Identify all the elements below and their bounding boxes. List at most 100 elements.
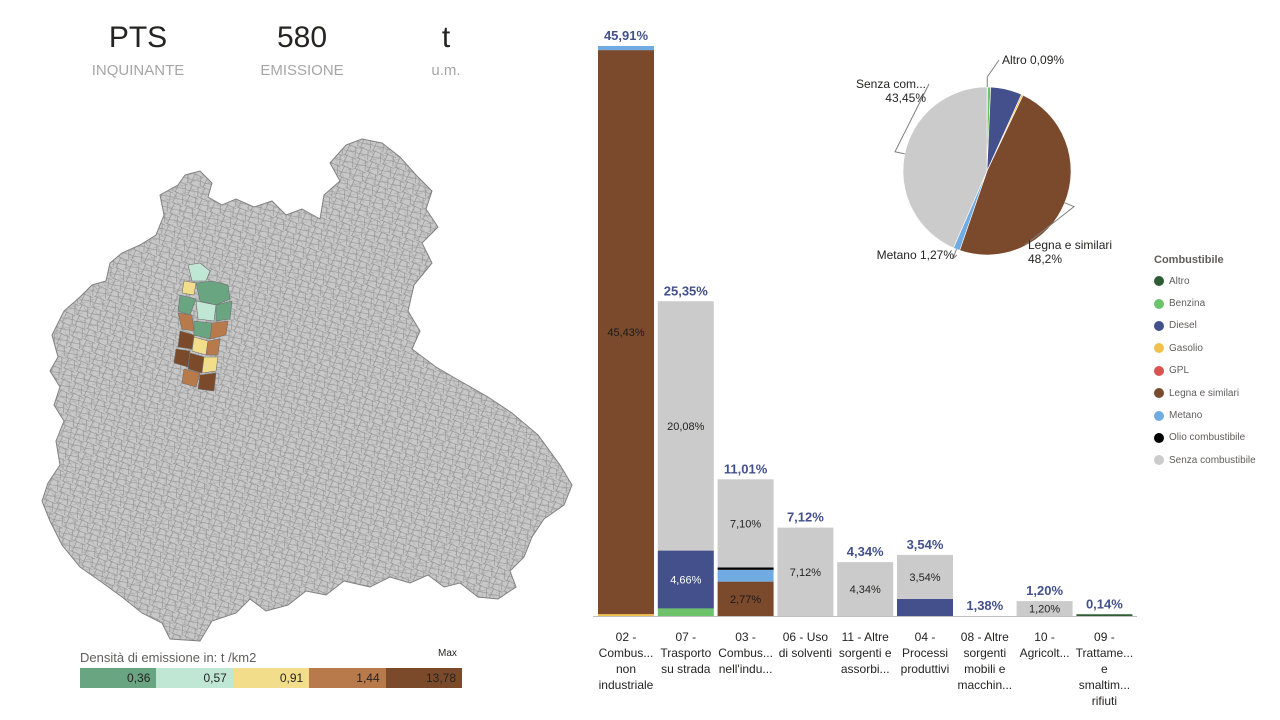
legend-item-benzina[interactable]: Benzina xyxy=(1154,292,1256,314)
bar-segment xyxy=(717,581,774,616)
category-label: non xyxy=(616,662,636,676)
category-label: Combus... xyxy=(718,646,773,660)
legend-item-olio[interactable]: Olio combustibile xyxy=(1154,427,1256,449)
legend-label: Diesel xyxy=(1169,320,1197,332)
legend-item-diesel[interactable]: Diesel xyxy=(1154,315,1256,337)
category-label: Combus... xyxy=(599,646,654,660)
legend-item-senza[interactable]: Senza combustibile xyxy=(1154,449,1256,471)
density-scale: 0,36 0,57 0,91 1,44 13,78 xyxy=(80,668,463,688)
pie-leader-line xyxy=(1024,202,1075,246)
bar-total-label: 4,34% xyxy=(847,544,884,559)
bar-total-label: 3,54% xyxy=(907,537,944,552)
pie-slice-label: 43,45% xyxy=(885,91,926,105)
legend-label: Benzina xyxy=(1169,298,1206,310)
category-label: mobili e xyxy=(964,662,1006,676)
legend-dot xyxy=(1154,410,1164,421)
kpi-inquinante-value: PTS xyxy=(108,21,168,54)
kpi-inquinante: PTS INQUINANTE xyxy=(78,18,198,79)
legend-dot xyxy=(1154,343,1164,354)
category-label: macchin... xyxy=(957,678,1012,692)
bar-segment xyxy=(657,608,714,616)
legend-label: Altro xyxy=(1169,275,1190,287)
bar-segment xyxy=(598,614,654,616)
category-label: 09 - xyxy=(1094,630,1115,644)
highlight-municipalities[interactable] xyxy=(173,262,233,392)
bar-segment-label: 2,77% xyxy=(730,594,761,606)
pie-slice-label: Legna e similari xyxy=(1028,238,1112,252)
bar-total-label: 11,01% xyxy=(724,461,768,476)
kpi-inquinante-label: INQUINANTE xyxy=(91,62,185,79)
bar-segment xyxy=(1016,601,1073,616)
bar-segment xyxy=(598,46,654,51)
bar-segment-label: 20,08% xyxy=(667,421,705,433)
map-svg[interactable] xyxy=(40,135,575,645)
legend-label: Olio combustibile xyxy=(1169,432,1246,444)
bar-segment xyxy=(598,50,654,615)
legend-item-altro[interactable]: Altro xyxy=(1154,270,1256,292)
bar-segment-label: 4,66% xyxy=(670,574,701,586)
category-label: 10 - xyxy=(1034,630,1055,644)
category-label: Processi xyxy=(902,646,948,660)
category-label: 11 - Altre xyxy=(842,630,889,644)
category-label: Agricolt... xyxy=(1020,646,1070,660)
legend-dot xyxy=(1154,455,1164,466)
sector-bar-chart[interactable]: 45,91% 45,43% 02 - Combus... non industriale 2… xyxy=(585,15,1145,720)
category-label: 03 - xyxy=(735,630,756,644)
kpi-unita: t u.m. xyxy=(386,18,506,79)
category-label: di solventi xyxy=(779,646,832,660)
legend-title: Combustibile xyxy=(1154,254,1224,266)
category-label: industriale xyxy=(599,678,654,692)
pie-leader-line xyxy=(952,249,958,259)
category-label: Trattame... xyxy=(1076,646,1134,660)
pie-leader-line xyxy=(894,83,930,155)
category-label: 02 - xyxy=(616,630,637,644)
legend-label: Legna e similari xyxy=(1169,387,1240,399)
pie-slice-label: Senza com... xyxy=(856,77,926,91)
category-label: sorgenti e xyxy=(839,646,892,660)
legend-item-legna[interactable]: Legna e similari xyxy=(1154,382,1256,404)
bar-total-label: 7,12% xyxy=(787,510,824,525)
legend-label: Metano xyxy=(1169,410,1203,422)
lombardia-map[interactable] xyxy=(40,135,575,645)
category-label: nell'indu... xyxy=(719,662,773,676)
bar-segment xyxy=(837,562,894,616)
bar-segment-label: 3,54% xyxy=(909,572,940,584)
category-label: produttivi xyxy=(901,662,950,676)
legend-item-gpl[interactable]: GPL xyxy=(1154,360,1256,382)
pie-slice xyxy=(902,86,988,249)
fuel-legend: Combustibile Altro Benzina Diesel Gasoli… xyxy=(1154,254,1256,472)
density-max-label: Max xyxy=(438,648,457,659)
category-label: 08 - Altre xyxy=(961,630,1009,644)
bar-segment xyxy=(717,569,774,582)
category-label: rifiuti xyxy=(1092,694,1117,708)
category-label: Trasporto xyxy=(660,646,711,660)
bar-segment xyxy=(717,479,774,568)
bar-segment-label: 7,12% xyxy=(790,567,821,579)
legend-dot xyxy=(1154,298,1164,309)
bar-segment xyxy=(897,598,953,616)
bar-total-label: 0,14% xyxy=(1086,596,1123,611)
pie-slice-label: Altro 0,09% xyxy=(1002,53,1064,67)
legend-dot xyxy=(1154,276,1164,287)
kpi-unita-value: t xyxy=(441,21,451,54)
category-label: sorgenti xyxy=(963,646,1006,660)
legend-label: Gasolio xyxy=(1169,342,1203,354)
density-step: 1,44 xyxy=(309,668,386,688)
pie-slice-label: 48,2% xyxy=(1028,252,1062,266)
density-step: 13,78 xyxy=(385,668,463,688)
bar-segment-label: 7,10% xyxy=(730,518,761,530)
bar-total-label: 45,91% xyxy=(604,28,649,43)
bar-segment xyxy=(1076,614,1133,616)
bar-segment-label: 4,34% xyxy=(850,584,881,596)
kpi-emissione-value: 580 xyxy=(276,21,328,54)
legend-item-gasolio[interactable]: Gasolio xyxy=(1154,337,1256,359)
bar-segment xyxy=(657,550,714,609)
bar-segment-label: 1,20% xyxy=(1029,604,1060,616)
category-label: e xyxy=(1101,662,1108,676)
bar-segment xyxy=(897,554,953,599)
density-step: 0,57 xyxy=(156,668,233,688)
pie-slice-label: Metano 1,27% xyxy=(877,248,955,262)
legend-item-metano[interactable]: Metano xyxy=(1154,404,1256,426)
category-label: assorbi... xyxy=(841,662,890,676)
bar-total-label: 1,20% xyxy=(1026,583,1063,598)
